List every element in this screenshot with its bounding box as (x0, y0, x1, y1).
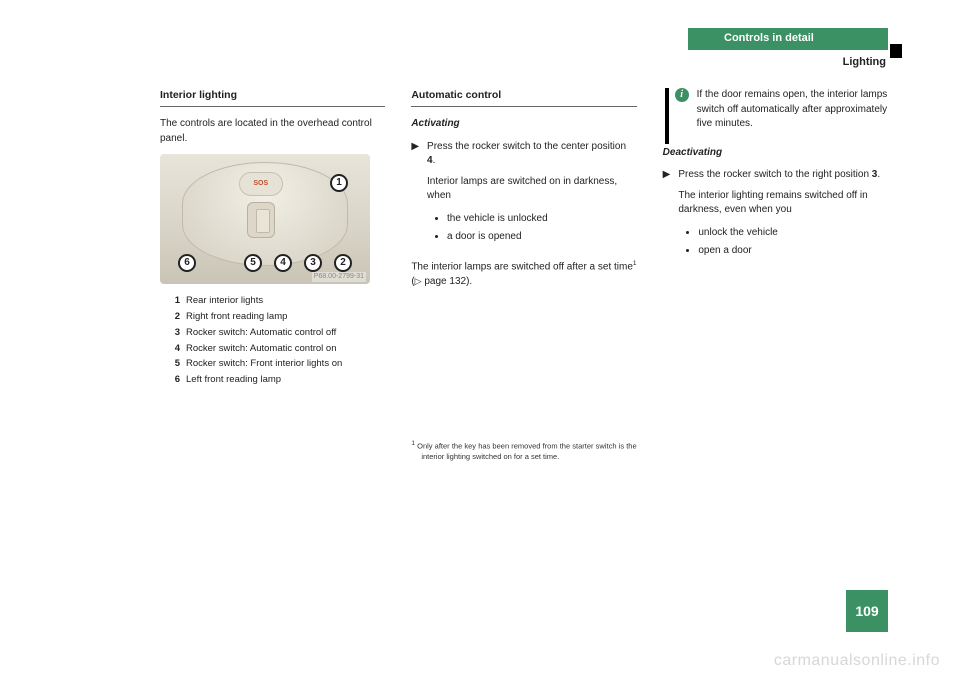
watermark: carmanualsonline.info (774, 652, 940, 670)
step-part: Press the rocker switch to the center po… (427, 141, 626, 152)
legend-item: 1 Rear interior lights (170, 294, 385, 308)
legend-text: Left front reading lamp (186, 373, 281, 387)
step: ▶ Press the rocker switch to the center … (411, 140, 636, 253)
legend-text: Right front reading lamp (186, 310, 287, 324)
legend-num: 2 (170, 310, 180, 324)
callout-2: 2 (334, 254, 352, 272)
info-box: i If the door remains open, the interior… (663, 88, 888, 132)
figure-code: P68.00-2799-31 (312, 272, 366, 282)
legend-num: 5 (170, 357, 180, 371)
legend-text: Rocker switch: Front interior lights on (186, 357, 342, 371)
legend-item: 5 Rocker switch: Front interior lights on (170, 357, 385, 371)
footnote-num: 1 (411, 440, 415, 447)
info-text: If the door remains open, the interior l… (697, 88, 888, 132)
callout-1: 1 (330, 174, 348, 192)
col2-sub-activating: Activating (411, 117, 636, 132)
column-1: Interior lighting The controls are locat… (160, 88, 385, 471)
step-follow: The interior lighting remains switched o… (678, 189, 888, 218)
bullet-list: the vehicle is unlocked a door is opened (447, 212, 637, 245)
legend-item: 4 Rocker switch: Automatic control on (170, 342, 385, 356)
callout-5: 5 (244, 254, 262, 272)
sos-button-graphic: SOS (239, 172, 283, 196)
text-part: page 132). (422, 276, 473, 287)
info-sidebar (665, 88, 669, 144)
section-title: Lighting (688, 56, 888, 68)
step: ▶ Press the rocker switch to the right p… (663, 168, 888, 267)
step-part: . (877, 169, 880, 180)
header-marker (890, 44, 902, 58)
legend-item: 6 Left front reading lamp (170, 373, 385, 387)
col1-intro: The controls are located in the overhead… (160, 117, 385, 146)
callout-3: 3 (304, 254, 322, 272)
step-text: Press the rocker switch to the right pos… (678, 168, 888, 267)
bullet-item: a door is opened (447, 230, 637, 245)
bullet-item: open a door (698, 244, 888, 259)
step-part: Press the rocker switch to the right pos… (678, 169, 871, 180)
step-follow: Interior lamps are switched on in darkne… (427, 175, 637, 204)
bullet-list: unlock the vehicle open a door (698, 226, 888, 259)
callout-6: 6 (178, 254, 196, 272)
step-text: Press the rocker switch to the center po… (427, 140, 637, 253)
legend-num: 1 (170, 294, 180, 308)
step-part: . (433, 155, 436, 166)
info-icon: i (675, 88, 689, 102)
legend-item: 3 Rocker switch: Automatic control off (170, 326, 385, 340)
rocker-switch-graphic (247, 202, 275, 238)
bullet-item: unlock the vehicle (698, 226, 888, 241)
col3-sub-deactivating: Deactivating (663, 146, 888, 161)
footnote-text: Only after the key has been removed from… (417, 442, 637, 462)
overhead-panel-figure: SOS 1 2 3 4 5 6 P68.00-2799-31 (160, 154, 370, 284)
col1-heading: Interior lighting (160, 88, 385, 107)
callout-4: 4 (274, 254, 292, 272)
content-columns: Interior lighting The controls are locat… (160, 88, 888, 471)
chapter-tab: Controls in detail (688, 28, 888, 50)
figure-legend: 1 Rear interior lights 2 Right front readi… (170, 294, 385, 387)
page-number: 109 (846, 590, 888, 632)
legend-text: Rocker switch: Automatic control on (186, 342, 336, 356)
manual-page: Controls in detail Lighting Interior lig… (0, 0, 960, 678)
col2-p2: The interior lamps are switched off afte… (411, 259, 636, 289)
step-arrow-icon: ▶ (663, 168, 671, 267)
column-3: i If the door remains open, the interior… (663, 88, 888, 471)
footnote: 1 Only after the key has been removed fr… (411, 439, 636, 463)
legend-item: 2 Right front reading lamp (170, 310, 385, 324)
legend-text: Rocker switch: Automatic control off (186, 326, 336, 340)
footnote-ref: 1 (633, 260, 637, 267)
legend-num: 6 (170, 373, 180, 387)
page-header: Controls in detail Lighting (688, 28, 888, 68)
column-2: Automatic control Activating ▶ Press the… (411, 88, 636, 471)
legend-num: 3 (170, 326, 180, 340)
page-ref-icon: ▷ (415, 276, 422, 286)
bullet-item: the vehicle is unlocked (447, 212, 637, 227)
step-arrow-icon: ▶ (411, 140, 419, 253)
legend-num: 4 (170, 342, 180, 356)
col2-heading: Automatic control (411, 88, 636, 107)
text-part: The interior lamps are switched off afte… (411, 261, 633, 272)
legend-text: Rear interior lights (186, 294, 263, 308)
